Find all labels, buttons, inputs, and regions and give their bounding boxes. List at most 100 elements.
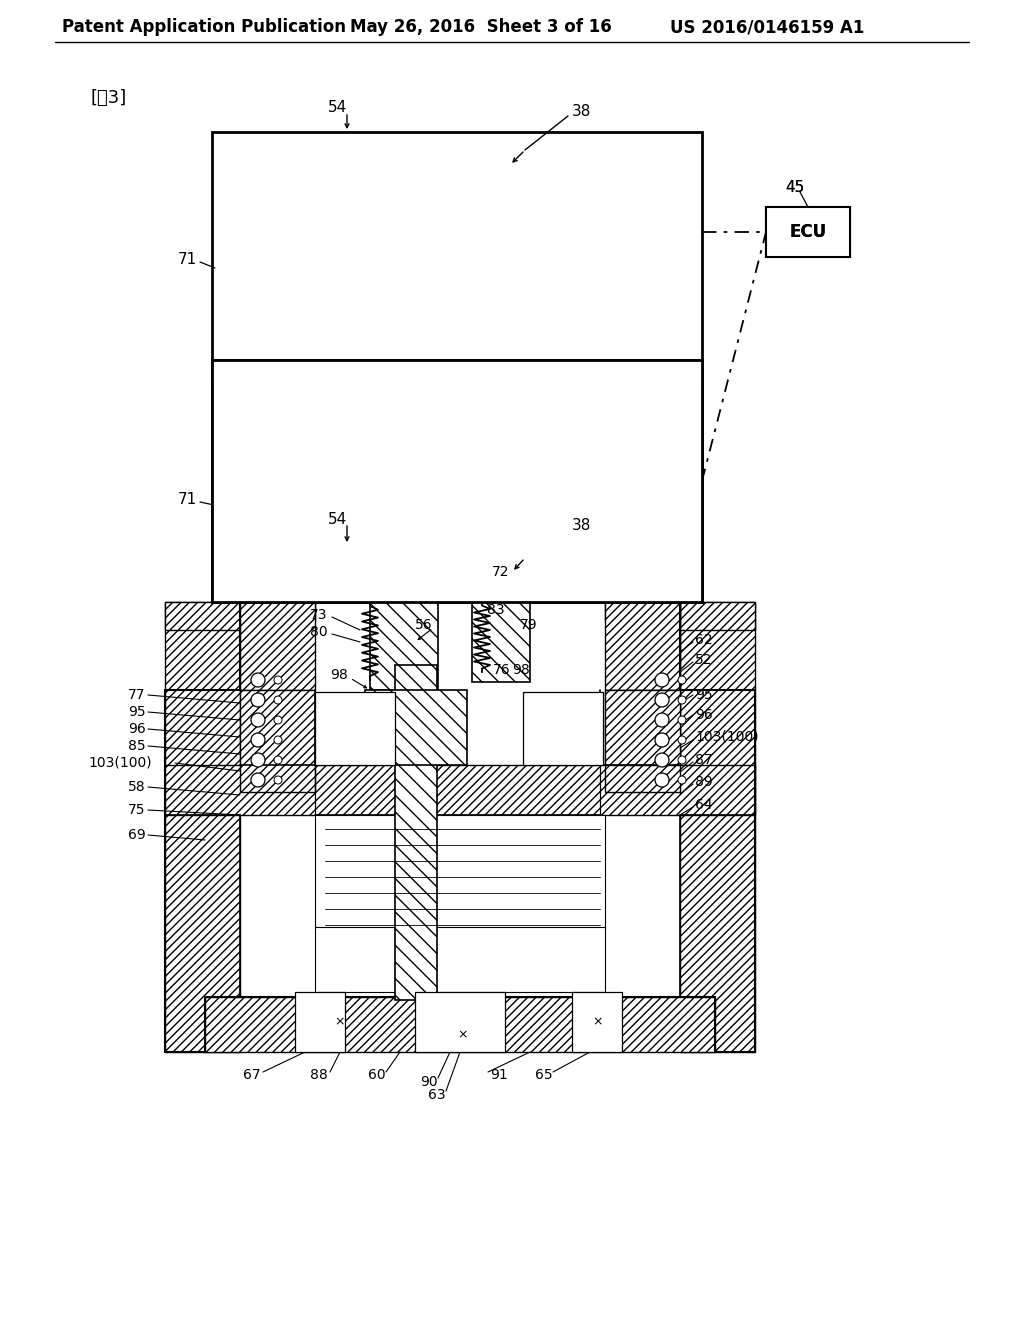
Text: 52: 52 bbox=[695, 653, 713, 667]
Text: US 2016/0146159 A1: US 2016/0146159 A1 bbox=[670, 18, 864, 36]
Text: ×: × bbox=[335, 1015, 345, 1028]
Bar bbox=[240, 602, 315, 620]
Text: ECU: ECU bbox=[790, 223, 826, 242]
Bar bbox=[240, 690, 315, 792]
Circle shape bbox=[274, 756, 282, 764]
Bar bbox=[680, 602, 755, 1052]
Bar bbox=[165, 602, 240, 630]
Circle shape bbox=[251, 774, 265, 787]
Circle shape bbox=[274, 776, 282, 784]
Circle shape bbox=[655, 733, 669, 747]
Circle shape bbox=[655, 693, 669, 708]
Bar bbox=[572, 993, 622, 1052]
Text: 60: 60 bbox=[368, 1068, 386, 1082]
Text: Patent Application Publication: Patent Application Publication bbox=[62, 18, 346, 36]
Bar bbox=[295, 993, 345, 1052]
Bar bbox=[315, 814, 605, 931]
Text: 62: 62 bbox=[695, 634, 713, 647]
Bar bbox=[766, 207, 850, 257]
Text: 89: 89 bbox=[695, 775, 713, 789]
Text: 95: 95 bbox=[695, 688, 713, 702]
Text: 71: 71 bbox=[178, 252, 198, 268]
Bar bbox=[415, 993, 505, 1052]
Circle shape bbox=[678, 676, 686, 684]
Text: May 26, 2016  Sheet 3 of 16: May 26, 2016 Sheet 3 of 16 bbox=[350, 18, 611, 36]
Circle shape bbox=[251, 693, 265, 708]
Circle shape bbox=[274, 737, 282, 744]
Text: 67: 67 bbox=[243, 1068, 261, 1082]
Circle shape bbox=[678, 737, 686, 744]
Text: 72: 72 bbox=[492, 565, 510, 579]
Bar bbox=[315, 692, 395, 766]
Bar bbox=[680, 602, 755, 630]
Text: 91: 91 bbox=[490, 1068, 508, 1082]
Circle shape bbox=[274, 676, 282, 684]
Circle shape bbox=[678, 776, 686, 784]
Circle shape bbox=[274, 696, 282, 704]
Text: 54: 54 bbox=[328, 512, 347, 528]
Text: 76: 76 bbox=[493, 663, 511, 677]
Bar bbox=[605, 602, 680, 690]
Text: ×: × bbox=[458, 1028, 468, 1041]
Text: 56: 56 bbox=[415, 618, 432, 632]
Bar bbox=[205, 997, 715, 1052]
Text: 83: 83 bbox=[487, 603, 505, 616]
Circle shape bbox=[655, 713, 669, 727]
Bar bbox=[605, 690, 680, 766]
Text: ×: × bbox=[593, 1015, 603, 1028]
Text: 63: 63 bbox=[428, 1088, 445, 1102]
Circle shape bbox=[251, 713, 265, 727]
Text: 103(100): 103(100) bbox=[695, 730, 759, 744]
Text: 80: 80 bbox=[310, 624, 328, 639]
Text: 58: 58 bbox=[128, 780, 145, 795]
Text: 98: 98 bbox=[512, 663, 529, 677]
Text: 65: 65 bbox=[535, 1068, 553, 1082]
Text: 54: 54 bbox=[328, 100, 347, 116]
Text: [図3]: [図3] bbox=[90, 88, 126, 107]
Circle shape bbox=[251, 733, 265, 747]
Bar bbox=[523, 692, 603, 766]
Bar bbox=[395, 665, 437, 1001]
Text: 95: 95 bbox=[128, 705, 145, 719]
Text: 87: 87 bbox=[695, 752, 713, 767]
Text: ECU: ECU bbox=[790, 223, 826, 242]
Text: 71: 71 bbox=[178, 492, 198, 507]
Bar bbox=[212, 132, 702, 380]
Text: 69: 69 bbox=[128, 828, 145, 842]
Circle shape bbox=[678, 715, 686, 723]
Bar bbox=[212, 360, 702, 602]
Circle shape bbox=[274, 715, 282, 723]
Text: 45: 45 bbox=[785, 181, 804, 195]
Text: 96: 96 bbox=[695, 708, 713, 722]
Circle shape bbox=[655, 752, 669, 767]
Circle shape bbox=[678, 696, 686, 704]
Circle shape bbox=[655, 673, 669, 686]
Text: 64: 64 bbox=[695, 799, 713, 812]
Text: 103(100): 103(100) bbox=[88, 756, 152, 770]
Bar bbox=[472, 602, 530, 682]
Text: 98: 98 bbox=[330, 668, 348, 682]
Text: 85: 85 bbox=[128, 739, 145, 752]
Circle shape bbox=[678, 756, 686, 764]
Bar bbox=[766, 207, 850, 257]
Text: 88: 88 bbox=[310, 1068, 328, 1082]
Text: 45: 45 bbox=[785, 181, 804, 195]
Bar bbox=[605, 690, 680, 792]
Text: 79: 79 bbox=[520, 618, 538, 632]
Bar bbox=[365, 690, 467, 766]
Bar bbox=[240, 602, 315, 690]
Text: 38: 38 bbox=[572, 517, 592, 532]
Bar bbox=[165, 602, 240, 1052]
Text: 75: 75 bbox=[128, 803, 145, 817]
Text: 38: 38 bbox=[572, 104, 592, 120]
Bar bbox=[370, 602, 438, 690]
Bar bbox=[605, 602, 680, 620]
Text: 77: 77 bbox=[128, 688, 145, 702]
Bar bbox=[165, 766, 755, 814]
Circle shape bbox=[655, 774, 669, 787]
Bar bbox=[315, 927, 605, 993]
Text: 90: 90 bbox=[420, 1074, 437, 1089]
Text: 96: 96 bbox=[128, 722, 145, 737]
Text: 73: 73 bbox=[310, 609, 328, 622]
Circle shape bbox=[251, 673, 265, 686]
